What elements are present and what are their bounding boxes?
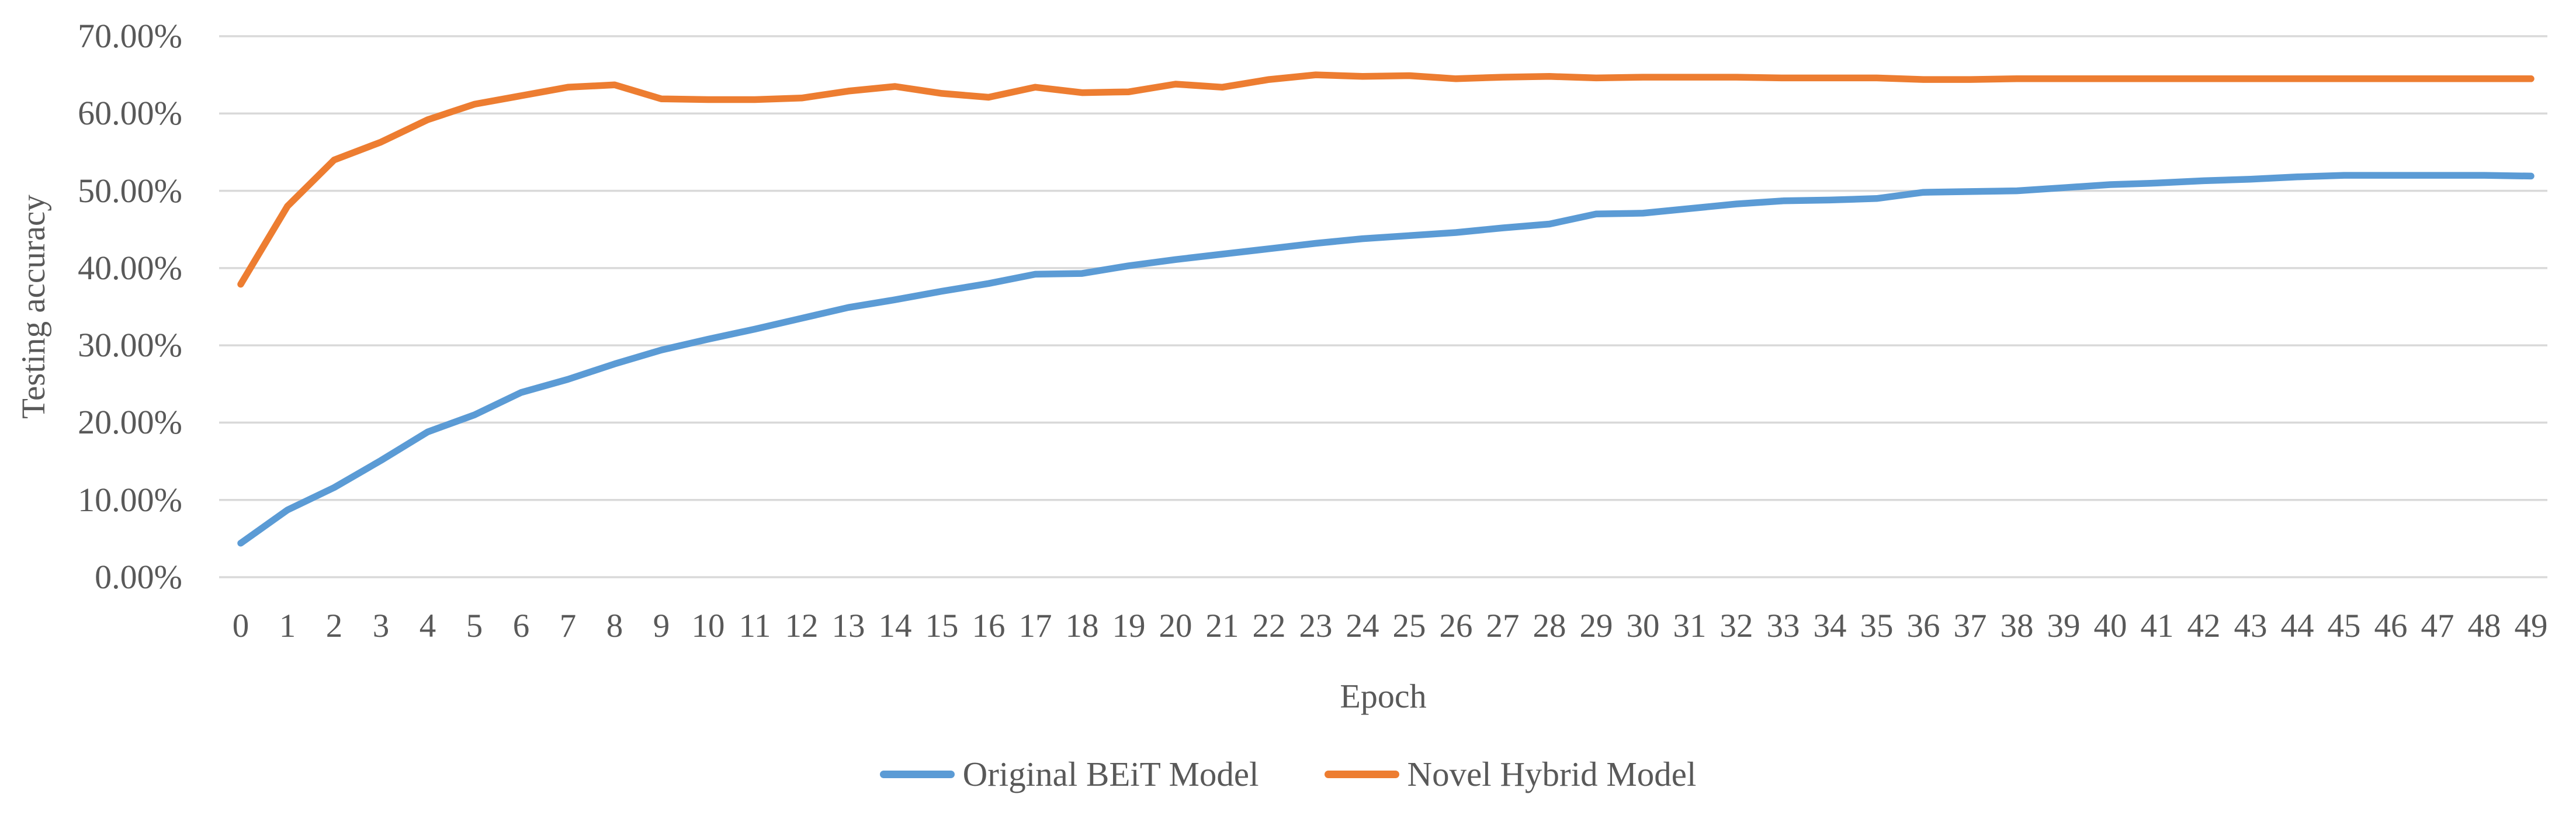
- x-tick-label: 7: [559, 608, 577, 644]
- x-tick-label: 20: [1159, 608, 1192, 644]
- x-tick-label: 24: [1346, 608, 1379, 644]
- x-tick-label: 12: [785, 608, 819, 644]
- x-tick-label: 31: [1673, 608, 1707, 644]
- x-tick-label: 19: [1112, 608, 1146, 644]
- x-tick-label: 2: [325, 608, 343, 644]
- legend-line-swatch-orange: [1324, 770, 1399, 778]
- x-tick-label: 5: [466, 608, 483, 644]
- x-tick-label: 0: [232, 608, 249, 644]
- x-tick-label: 49: [2514, 608, 2548, 644]
- x-tick-label: 25: [1392, 608, 1426, 644]
- y-tick-label: 70.00%: [78, 17, 182, 55]
- legend-item-original-beit: Original BEiT Model: [879, 752, 1259, 796]
- y-tick-label: 50.00%: [78, 172, 182, 210]
- x-tick-label: 30: [1626, 608, 1660, 644]
- x-tick-label: 16: [972, 608, 1006, 644]
- x-tick-label: 33: [1766, 608, 1800, 644]
- x-tick-label: 11: [739, 608, 771, 644]
- x-tick-label: 14: [878, 608, 912, 644]
- legend-line-swatch-blue: [879, 770, 955, 778]
- x-tick-label: 45: [2327, 608, 2361, 644]
- x-tick-label: 10: [691, 608, 725, 644]
- y-axis-title: Testing accuracy: [15, 195, 52, 419]
- x-tick-label: 17: [1018, 608, 1052, 644]
- series-line-0: [237, 172, 2535, 547]
- y-tick-label: 30.00%: [78, 326, 182, 364]
- x-tick-label: 8: [606, 608, 623, 644]
- x-tick-label: 36: [1906, 608, 1940, 644]
- y-tick-label: 60.00%: [78, 94, 182, 132]
- x-tick-label: 27: [1486, 608, 1520, 644]
- x-tick-label: 35: [1860, 608, 1894, 644]
- x-tick-label: 28: [1533, 608, 1566, 644]
- x-tick-label: 46: [2374, 608, 2408, 644]
- x-tick-label: 47: [2421, 608, 2454, 644]
- legend-label: Novel Hybrid Model: [1407, 755, 1697, 793]
- x-tick-label: 32: [1719, 608, 1753, 644]
- x-tick-label: 40: [2093, 608, 2127, 644]
- x-tick-label: 18: [1065, 608, 1099, 644]
- x-tick-label: 9: [653, 608, 670, 644]
- y-tick-label: 0.00%: [95, 558, 182, 596]
- x-tick-label: 6: [512, 608, 530, 644]
- y-tick-label: 20.00%: [78, 403, 182, 441]
- y-tick-label: 40.00%: [78, 249, 182, 287]
- x-tick-label: 48: [2467, 608, 2501, 644]
- x-tick-label: 34: [1813, 608, 1847, 644]
- legend-item-novel-hybrid: Novel Hybrid Model: [1324, 752, 1697, 796]
- x-tick-label: 39: [2047, 608, 2081, 644]
- x-tick-label: 26: [1439, 608, 1473, 644]
- legend-label: Original BEiT Model: [962, 755, 1259, 793]
- x-tick-label: 44: [2280, 608, 2314, 644]
- series-line-1: [237, 71, 2535, 288]
- y-tick-label: 10.00%: [78, 481, 182, 519]
- x-tick-label: 13: [831, 608, 865, 644]
- legend: Original BEiT Model Novel Hybrid Model: [0, 752, 2576, 796]
- x-axis-title: Epoch: [1340, 677, 1427, 715]
- x-tick-label: 3: [372, 608, 390, 644]
- x-tick-label: 41: [2140, 608, 2174, 644]
- x-tick-label: 23: [1299, 608, 1333, 644]
- x-tick-label: 22: [1252, 608, 1286, 644]
- x-tick-label: 38: [2000, 608, 2034, 644]
- x-tick-label: 15: [925, 608, 959, 644]
- x-tick-label: 43: [2234, 608, 2268, 644]
- x-tick-label: 4: [419, 608, 436, 644]
- x-tick-label: 42: [2187, 608, 2221, 644]
- x-tick-label: 1: [279, 608, 296, 644]
- x-tick-label: 37: [1953, 608, 1987, 644]
- x-tick-label: 21: [1205, 608, 1239, 644]
- x-tick-label: 29: [1579, 608, 1613, 644]
